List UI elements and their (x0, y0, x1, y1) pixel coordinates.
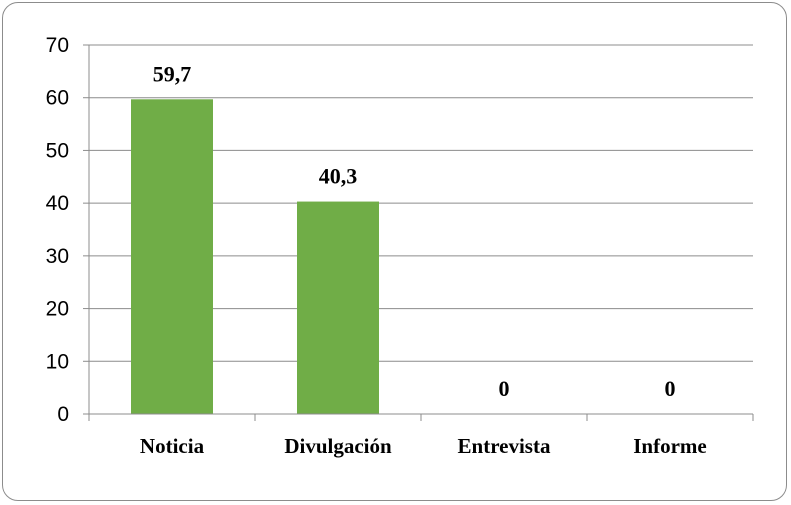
x-axis: Noticia Divulgación Entrevista Informe (88, 413, 754, 458)
x-tick-label: Entrevista (458, 434, 551, 458)
bar (297, 201, 379, 414)
bar (131, 99, 213, 414)
y-tick-label: 0 (57, 403, 69, 426)
data-label: 0 (499, 376, 510, 401)
y-tick-label: 20 (46, 298, 69, 321)
x-tick-label: Informe (633, 434, 706, 458)
x-tick-label: Noticia (140, 434, 205, 458)
y-tick-label: 60 (46, 87, 69, 110)
y-tick-label: 10 (46, 350, 69, 373)
y-tick-label: 50 (46, 139, 69, 162)
bars (131, 99, 379, 414)
data-labels: 59,7 40,3 0 0 (153, 61, 676, 401)
y-axis: 0 10 20 30 40 50 60 70 (46, 34, 90, 426)
y-tick-label: 40 (46, 192, 69, 215)
y-tick-label: 70 (46, 34, 69, 57)
data-label: 59,7 (153, 61, 192, 86)
data-label: 0 (665, 376, 676, 401)
y-tick-label: 30 (46, 245, 69, 268)
data-label: 40,3 (319, 164, 358, 189)
x-tick-label: Divulgación (284, 434, 392, 458)
